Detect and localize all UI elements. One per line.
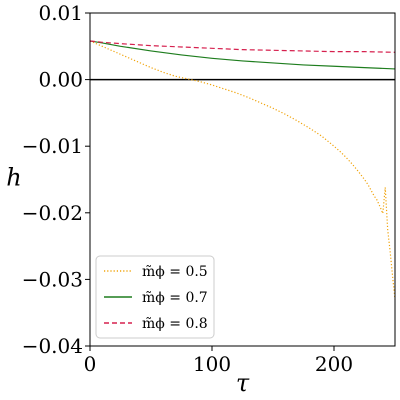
series-line-2 (89, 40, 396, 53)
legend: m̃ϕ = 0.5 m̃ϕ = 0.7 m̃ϕ = 0.8 (95, 255, 215, 339)
x-tick-label: 100 (193, 352, 231, 376)
legend-box (95, 255, 215, 339)
axes-frame (89, 12, 396, 347)
x-axis-label: τ (236, 369, 250, 397)
y-tick-label: −0.02 (22, 201, 83, 225)
series-layer (89, 40, 396, 300)
y-axis-label: h (6, 164, 21, 192)
y-tick-label: −0.03 (22, 267, 83, 291)
y-tick-label: −0.01 (22, 134, 83, 158)
y-tick-label: −0.04 (22, 334, 83, 358)
y-tick-label: 0.00 (38, 68, 83, 92)
series-line-1 (89, 40, 396, 70)
x-tick-label: 0 (84, 352, 97, 376)
axes-layer: 0 100 200 0.01 0.00 −0.01 −0.02 −0.03 −0.04 (22, 1, 396, 376)
legend-label-1: m̃ϕ = 0.7 (142, 290, 208, 306)
series-line-0 (89, 40, 396, 300)
legend-label-2: m̃ϕ = 0.8 (142, 316, 208, 332)
x-tick-label: 200 (315, 352, 353, 376)
legend-label-0: m̃ϕ = 0.5 (142, 264, 208, 280)
y-tick-label: 0.01 (38, 1, 83, 25)
